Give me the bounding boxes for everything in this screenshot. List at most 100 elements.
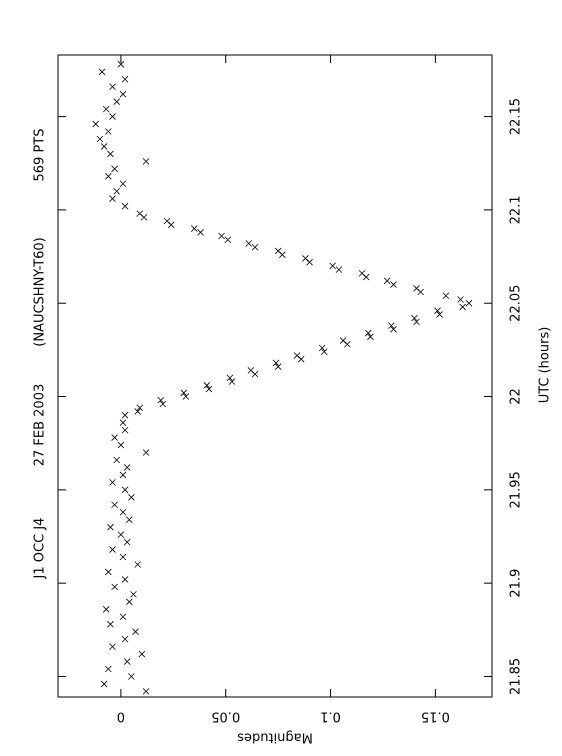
data-point (457, 296, 464, 303)
data-point (390, 281, 397, 288)
data-point (123, 538, 131, 546)
data-point (98, 68, 106, 76)
data-point (119, 508, 127, 516)
x-tick-label: 22.1 (509, 195, 524, 224)
data-point (105, 173, 112, 180)
data-point (105, 665, 112, 673)
data-point (107, 523, 114, 531)
data-point (102, 105, 110, 113)
data-point (274, 363, 282, 370)
data-point (365, 329, 372, 337)
data-point (251, 243, 259, 251)
data-point (117, 441, 125, 449)
data-point (119, 180, 127, 188)
x-tick-label: 22.05 (509, 285, 524, 322)
data-point (109, 113, 116, 120)
data-point (138, 650, 146, 658)
data-point (302, 255, 309, 262)
data-point (329, 262, 336, 270)
data-point (107, 620, 114, 628)
data-point (109, 479, 116, 486)
data-point (105, 568, 112, 576)
data-point (339, 337, 347, 344)
data-point (197, 229, 204, 236)
data-point (119, 419, 127, 426)
x-axis-label: UTC (hours) (538, 327, 553, 404)
data-point (218, 232, 225, 240)
data-point (130, 591, 137, 598)
data-point (123, 464, 131, 471)
data-point (413, 285, 420, 292)
data-point (224, 236, 232, 244)
data-point (142, 688, 150, 695)
data-point (119, 553, 127, 561)
data-point (92, 120, 100, 128)
data-point (367, 333, 374, 341)
data-point (109, 546, 116, 553)
data-point (203, 382, 211, 389)
data-point (274, 247, 282, 255)
data-point (109, 643, 116, 650)
data-point (126, 598, 133, 606)
data-point (128, 673, 135, 680)
data-point (119, 90, 127, 98)
data-point (128, 494, 135, 501)
data-point (436, 311, 443, 318)
data-point (121, 576, 129, 583)
data-point (109, 195, 116, 202)
data-point (182, 393, 190, 400)
data-point (107, 150, 114, 158)
data-point (109, 83, 116, 91)
data-point (113, 187, 120, 195)
data-point (119, 613, 127, 621)
data-point (465, 299, 473, 307)
x-tick-label: 21.9 (509, 569, 524, 598)
data-point (117, 61, 125, 68)
plot-frame (57, 54, 493, 698)
data-point (113, 456, 120, 464)
data-point (111, 434, 118, 441)
data-point (105, 128, 112, 135)
data-point (205, 385, 213, 393)
data-point (121, 635, 129, 643)
data-point (134, 561, 141, 568)
data-point (121, 426, 129, 434)
data-point (180, 389, 188, 397)
data-point (190, 225, 198, 232)
data-point (134, 408, 141, 415)
y-axis-label: Magnitudes (237, 730, 313, 745)
data-point (411, 314, 418, 322)
data-point (111, 583, 118, 591)
data-point (335, 266, 343, 273)
data-point (459, 303, 466, 311)
title-part: J1 OCC J4 (33, 518, 48, 580)
data-point (226, 374, 234, 382)
title-part: (NAUCSHNY-T60) (33, 237, 48, 346)
data-point (100, 680, 108, 688)
data-point (159, 400, 167, 408)
data-point (119, 471, 127, 479)
data-point (293, 352, 301, 359)
y-tick-label: 0.15 (421, 709, 450, 724)
data-point (126, 516, 133, 523)
y-tick-label: 0.05 (211, 709, 240, 724)
data-point (442, 292, 450, 300)
data-point (142, 449, 150, 456)
data-point (121, 411, 129, 419)
data-point (272, 359, 280, 367)
data-point (390, 326, 397, 333)
title-part: 569 PTS (33, 129, 48, 182)
y-tick-label: 0.1 (320, 709, 341, 724)
x-tick-label: 22 (509, 388, 524, 405)
data-point (388, 322, 395, 329)
x-tick-label: 21.95 (509, 471, 524, 508)
data-point (142, 158, 150, 165)
data-point (136, 404, 144, 412)
data-point (100, 143, 108, 150)
title-part: 27 FEB 2003 (33, 384, 48, 467)
data-point (121, 75, 129, 83)
x-tick-label: 22.15 (509, 98, 524, 135)
data-point (121, 202, 129, 210)
data-point (121, 486, 129, 494)
